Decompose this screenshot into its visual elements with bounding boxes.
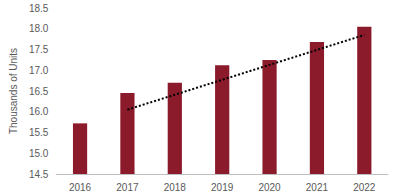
svg-text:15.0: 15.0: [29, 148, 49, 159]
svg-text:15.5: 15.5: [29, 127, 49, 138]
svg-text:18.5: 18.5: [29, 3, 49, 14]
svg-text:2020: 2020: [258, 182, 281, 193]
svg-text:14.5: 14.5: [29, 169, 49, 180]
svg-text:2022: 2022: [353, 182, 376, 193]
svg-text:18.0: 18.0: [29, 23, 49, 34]
svg-text:2021: 2021: [306, 182, 329, 193]
svg-text:2018: 2018: [164, 182, 187, 193]
svg-text:17.0: 17.0: [29, 65, 49, 76]
svg-text:2019: 2019: [211, 182, 234, 193]
svg-text:16.5: 16.5: [29, 86, 49, 97]
svg-text:17.5: 17.5: [29, 44, 49, 55]
svg-text:2017: 2017: [116, 182, 139, 193]
svg-text:16.0: 16.0: [29, 106, 49, 117]
svg-text:2016: 2016: [69, 182, 92, 193]
svg-text:Thousands of Units: Thousands of Units: [8, 48, 19, 134]
